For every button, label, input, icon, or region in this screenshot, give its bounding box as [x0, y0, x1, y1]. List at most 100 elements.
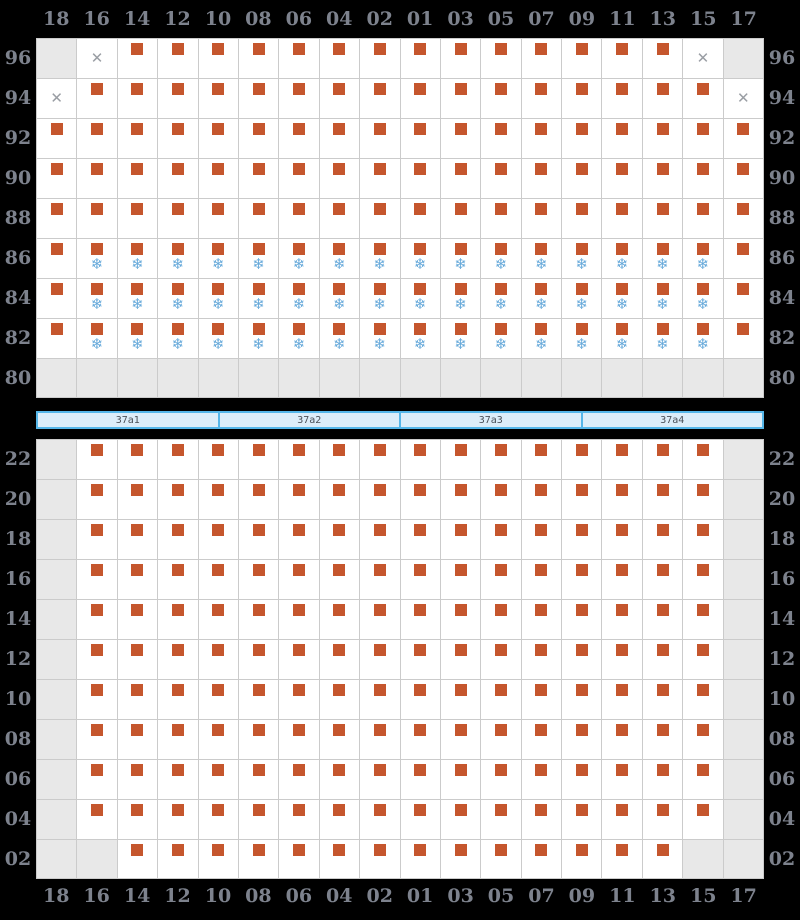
seat-cell[interactable]: ❄ [278, 318, 319, 358]
seat-cell[interactable] [439, 158, 481, 198]
seat-cell[interactable] [318, 198, 360, 238]
seat-cell[interactable] [359, 639, 400, 679]
seat-cell[interactable] [116, 198, 158, 238]
seat-cell[interactable] [237, 158, 279, 198]
seat-cell[interactable] [237, 519, 279, 559]
seat-cell[interactable] [561, 78, 602, 118]
seat-cell[interactable] [116, 158, 158, 198]
seat-cell[interactable] [641, 679, 683, 719]
seat-cell[interactable]: ❄ [318, 238, 360, 278]
seat-cell[interactable]: ❄ [601, 238, 642, 278]
seat-cell[interactable] [601, 158, 642, 198]
seat-cell[interactable] [157, 839, 198, 879]
seat-cell[interactable] [157, 439, 198, 479]
seat-cell[interactable] [641, 479, 683, 519]
seat-cell[interactable] [399, 118, 440, 158]
seat-cell[interactable] [520, 599, 562, 639]
seat-cell[interactable] [601, 639, 642, 679]
seat-cell[interactable] [237, 599, 279, 639]
seat-cell[interactable] [480, 639, 521, 679]
seat-cell[interactable] [359, 479, 400, 519]
seat-cell[interactable] [157, 719, 198, 759]
seat-cell[interactable] [601, 439, 642, 479]
seat-cell[interactable]: ❄ [480, 238, 521, 278]
seat-cell[interactable] [439, 759, 481, 799]
seat-cell[interactable] [278, 118, 319, 158]
seat-cell[interactable] [116, 759, 158, 799]
seat-cell[interactable] [722, 278, 765, 318]
seat-cell[interactable] [722, 158, 765, 198]
seat-cell[interactable] [682, 78, 723, 118]
seat-cell[interactable] [359, 679, 400, 719]
seat-cell[interactable] [480, 839, 521, 879]
seat-cell[interactable] [359, 839, 400, 879]
seat-cell[interactable] [399, 78, 440, 118]
seat-cell[interactable] [318, 599, 360, 639]
seat-cell[interactable]: ❄ [76, 318, 117, 358]
seat-cell[interactable] [480, 479, 521, 519]
seat-cell[interactable] [520, 759, 562, 799]
seat-cell[interactable]: ❄ [197, 238, 238, 278]
seat-cell[interactable]: ❄ [237, 318, 279, 358]
seat-cell[interactable] [318, 679, 360, 719]
seat-cell[interactable] [359, 78, 400, 118]
seat-cell[interactable] [157, 118, 198, 158]
seat-cell[interactable]: ❄ [480, 318, 521, 358]
seat-cell[interactable] [399, 439, 440, 479]
seat-cell[interactable] [76, 559, 117, 599]
seat-cell[interactable] [561, 479, 602, 519]
seat-cell[interactable] [439, 439, 481, 479]
seat-cell[interactable]: ❄ [561, 238, 602, 278]
seat-cell[interactable]: ❄ [520, 318, 562, 358]
seat-cell[interactable] [197, 439, 238, 479]
seat-cell[interactable] [197, 599, 238, 639]
seat-cell[interactable] [520, 639, 562, 679]
seat-cell[interactable] [36, 118, 77, 158]
seat-cell[interactable] [318, 479, 360, 519]
seat-cell[interactable] [318, 759, 360, 799]
seat-cell[interactable] [157, 639, 198, 679]
seat-cell[interactable]: ❄ [359, 278, 400, 318]
seat-cell[interactable]: ❄ [157, 238, 198, 278]
seat-cell[interactable] [561, 198, 602, 238]
seat-cell[interactable] [318, 38, 360, 78]
seat-cell[interactable] [520, 519, 562, 559]
seat-cell[interactable] [641, 599, 683, 639]
seat-cell[interactable] [278, 759, 319, 799]
seat-cell[interactable] [641, 559, 683, 599]
seat-cell[interactable] [116, 38, 158, 78]
seat-cell[interactable] [561, 519, 602, 559]
seat-cell[interactable]: ❄ [439, 318, 481, 358]
seat-cell[interactable] [641, 118, 683, 158]
seat-cell[interactable] [36, 238, 77, 278]
seat-cell[interactable] [278, 599, 319, 639]
seat-cell[interactable] [36, 198, 77, 238]
seat-cell[interactable] [237, 719, 279, 759]
seat-cell[interactable] [278, 479, 319, 519]
seat-cell[interactable] [480, 118, 521, 158]
seat-cell[interactable]: ❄ [641, 318, 683, 358]
seat-cell[interactable] [399, 479, 440, 519]
seat-cell[interactable] [439, 679, 481, 719]
seat-cell[interactable] [36, 278, 77, 318]
seat-cell[interactable] [561, 719, 602, 759]
seat-cell[interactable] [76, 599, 117, 639]
seat-cell[interactable]: ❄ [439, 278, 481, 318]
seat-cell[interactable] [318, 118, 360, 158]
seat-cell[interactable] [641, 759, 683, 799]
seat-cell[interactable] [278, 719, 319, 759]
seat-cell[interactable] [237, 759, 279, 799]
seat-cell[interactable] [197, 118, 238, 158]
seat-cell[interactable] [682, 519, 723, 559]
seat-cell[interactable] [157, 759, 198, 799]
seat-cell[interactable] [116, 599, 158, 639]
seat-cell[interactable] [278, 78, 319, 118]
seat-cell[interactable]: ❄ [116, 238, 158, 278]
seat-cell[interactable] [561, 118, 602, 158]
seat-cell[interactable] [561, 439, 602, 479]
seat-cell[interactable] [399, 839, 440, 879]
seat-cell[interactable]: ❄ [641, 278, 683, 318]
seat-cell[interactable] [116, 439, 158, 479]
seat-cell[interactable] [641, 198, 683, 238]
seat-cell[interactable] [278, 439, 319, 479]
